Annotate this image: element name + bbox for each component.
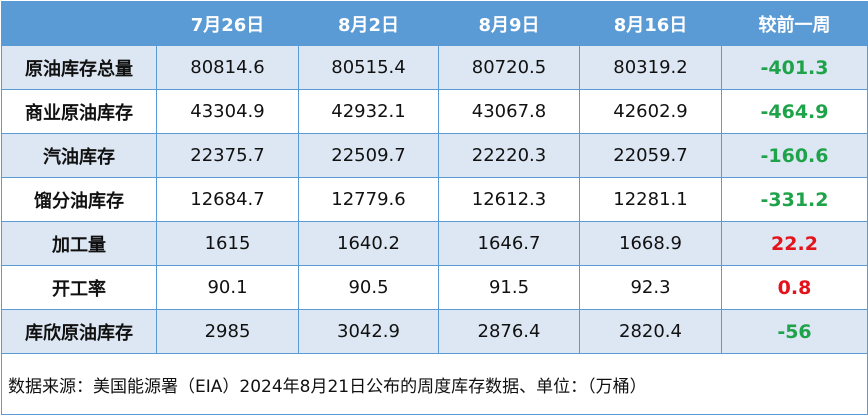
value-cell: 22375.7 xyxy=(156,133,299,178)
footnote: 数据来源：美国能源署（EIA）2024年8月21日公布的周度库存数据、单位：（万… xyxy=(1,353,868,415)
table-row: 原油库存总量 80814.6 80515.4 80720.5 80319.2 -401.3 xyxy=(1,45,868,90)
change-cell: -331.2 xyxy=(721,177,868,222)
column-header: 8月16日 xyxy=(579,1,722,46)
change-cell: -56 xyxy=(721,309,868,354)
value-cell: 91.5 xyxy=(438,265,580,310)
row-label: 加工量 xyxy=(1,221,157,266)
table-row: 汽油库存 22375.7 22509.7 22220.3 22059.7 -160.6 xyxy=(1,133,868,178)
change-cell: -401.3 xyxy=(721,45,868,90)
table-body: 原油库存总量 80814.6 80515.4 80720.5 80319.2 -401.3… xyxy=(1,45,868,415)
change-cell: -464.9 xyxy=(721,89,868,134)
row-label: 原油库存总量 xyxy=(1,45,157,90)
value-cell: 22220.3 xyxy=(438,133,580,178)
table-row: 加工量 1615 1640.2 1646.7 1668.9 22.2 xyxy=(1,221,868,266)
value-cell: 12684.7 xyxy=(156,177,299,222)
column-header: 7月26日 xyxy=(156,1,299,46)
corner-cell xyxy=(1,1,157,46)
value-cell: 22059.7 xyxy=(579,133,722,178)
value-cell: 43067.8 xyxy=(438,89,580,134)
value-cell: 92.3 xyxy=(579,265,722,310)
table-row: 商业原油库存 43304.9 42932.1 43067.8 42602.9 -464.9 xyxy=(1,89,868,134)
value-cell: 1668.9 xyxy=(579,221,722,266)
value-cell: 80814.6 xyxy=(156,45,299,90)
value-cell: 1646.7 xyxy=(438,221,580,266)
value-cell: 42602.9 xyxy=(579,89,722,134)
value-cell: 43304.9 xyxy=(156,89,299,134)
value-cell: 80319.2 xyxy=(579,45,722,90)
row-label: 开工率 xyxy=(1,265,157,310)
change-cell: 22.2 xyxy=(721,221,868,266)
value-cell: 2820.4 xyxy=(579,309,722,354)
value-cell: 3042.9 xyxy=(298,309,439,354)
table-row: 库欣原油库存 2985 3042.9 2876.4 2820.4 -56 xyxy=(1,309,868,354)
value-cell: 1615 xyxy=(156,221,299,266)
header-row: 7月26日 8月2日 8月9日 8月16日 较前一周 xyxy=(1,1,868,46)
value-cell: 2876.4 xyxy=(438,309,580,354)
column-header: 较前一周 xyxy=(721,1,868,46)
row-label: 库欣原油库存 xyxy=(1,309,157,354)
value-cell: 1640.2 xyxy=(298,221,439,266)
value-cell: 12612.3 xyxy=(438,177,580,222)
change-cell: 0.8 xyxy=(721,265,868,310)
table-row: 馏分油库存 12684.7 12779.6 12612.3 12281.1 -331.2 xyxy=(1,177,868,222)
value-cell: 22509.7 xyxy=(298,133,439,178)
column-header: 8月2日 xyxy=(298,1,439,46)
row-label: 馏分油库存 xyxy=(1,177,157,222)
column-header: 8月9日 xyxy=(438,1,580,46)
value-cell: 42932.1 xyxy=(298,89,439,134)
change-cell: -160.6 xyxy=(721,133,868,178)
table-row: 开工率 90.1 90.5 91.5 92.3 0.8 xyxy=(1,265,868,310)
value-cell: 80720.5 xyxy=(438,45,580,90)
value-cell: 90.5 xyxy=(298,265,439,310)
value-cell: 12779.6 xyxy=(298,177,439,222)
row-label: 商业原油库存 xyxy=(1,89,157,134)
value-cell: 90.1 xyxy=(156,265,299,310)
row-label: 汽油库存 xyxy=(1,133,157,178)
value-cell: 80515.4 xyxy=(298,45,439,90)
value-cell: 12281.1 xyxy=(579,177,722,222)
footnote-row: 数据来源：美国能源署（EIA）2024年8月21日公布的周度库存数据、单位：（万… xyxy=(1,353,868,415)
value-cell: 2985 xyxy=(156,309,299,354)
